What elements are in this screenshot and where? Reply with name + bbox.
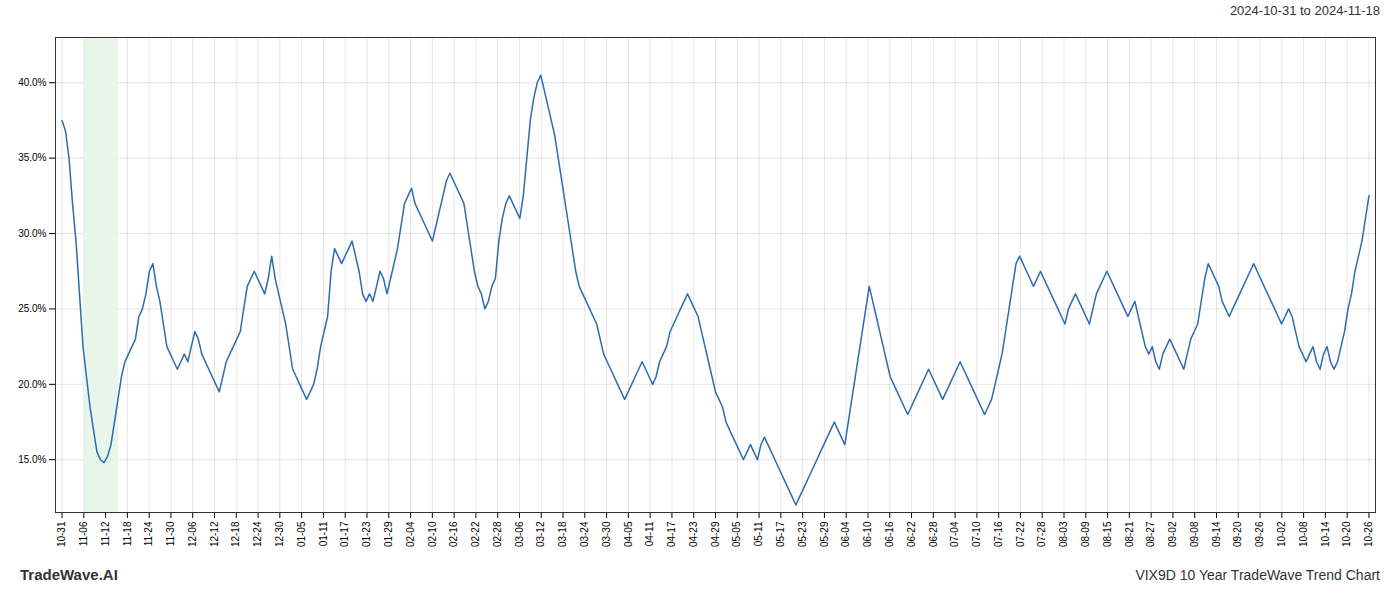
svg-text:02-16: 02-16 xyxy=(448,521,459,547)
svg-text:03-06: 03-06 xyxy=(514,521,525,547)
svg-text:05-11: 05-11 xyxy=(753,521,764,546)
svg-text:05-29: 05-29 xyxy=(819,521,830,547)
svg-text:30.0%: 30.0% xyxy=(18,228,46,239)
svg-text:06-28: 06-28 xyxy=(928,521,939,547)
svg-text:12-06: 12-06 xyxy=(187,521,198,547)
svg-text:07-22: 07-22 xyxy=(1015,521,1026,547)
svg-text:05-05: 05-05 xyxy=(731,521,742,547)
svg-text:08-09: 08-09 xyxy=(1080,521,1091,547)
svg-text:09-02: 09-02 xyxy=(1167,521,1178,547)
svg-text:06-22: 06-22 xyxy=(906,521,917,547)
svg-text:06-04: 06-04 xyxy=(840,521,851,547)
svg-text:12-18: 12-18 xyxy=(230,521,241,547)
svg-text:04-29: 04-29 xyxy=(710,521,721,547)
svg-text:02-22: 02-22 xyxy=(470,521,481,547)
svg-text:05-17: 05-17 xyxy=(775,521,786,547)
svg-text:07-16: 07-16 xyxy=(993,521,1004,547)
svg-text:11-18: 11-18 xyxy=(122,521,133,546)
svg-text:07-10: 07-10 xyxy=(971,521,982,547)
svg-text:03-24: 03-24 xyxy=(579,521,590,547)
svg-text:10-26: 10-26 xyxy=(1363,521,1374,547)
svg-text:10-20: 10-20 xyxy=(1341,521,1352,547)
svg-text:03-30: 03-30 xyxy=(601,521,612,547)
svg-text:40.0%: 40.0% xyxy=(18,77,46,88)
svg-text:07-04: 07-04 xyxy=(949,521,960,547)
svg-text:02-28: 02-28 xyxy=(492,521,503,547)
svg-text:07-28: 07-28 xyxy=(1036,521,1047,547)
svg-text:04-23: 04-23 xyxy=(688,521,699,547)
svg-text:03-18: 03-18 xyxy=(557,521,568,547)
svg-text:04-17: 04-17 xyxy=(666,521,677,547)
svg-text:15.0%: 15.0% xyxy=(18,454,46,465)
svg-text:12-30: 12-30 xyxy=(274,521,285,547)
svg-text:10-31: 10-31 xyxy=(56,521,67,547)
svg-text:10-02: 10-02 xyxy=(1276,521,1287,547)
svg-text:02-10: 02-10 xyxy=(427,521,438,547)
svg-text:08-27: 08-27 xyxy=(1145,521,1156,547)
svg-text:09-20: 09-20 xyxy=(1232,521,1243,547)
svg-text:08-03: 08-03 xyxy=(1058,521,1069,547)
svg-text:06-10: 06-10 xyxy=(862,521,873,547)
svg-text:09-08: 09-08 xyxy=(1189,521,1200,547)
svg-text:01-17: 01-17 xyxy=(339,521,350,547)
svg-text:05-23: 05-23 xyxy=(797,521,808,547)
svg-text:01-23: 01-23 xyxy=(361,521,372,547)
svg-text:01-05: 01-05 xyxy=(296,521,307,547)
html-text:TradeWave.AI: TradeWave.AI xyxy=(20,566,118,583)
svg-text:02-04: 02-04 xyxy=(405,521,416,547)
svg-text:11-06: 11-06 xyxy=(78,521,89,546)
svg-text:12-24: 12-24 xyxy=(252,521,263,547)
svg-text:10-08: 10-08 xyxy=(1298,521,1309,547)
svg-text:09-14: 09-14 xyxy=(1211,521,1222,547)
svg-text:04-05: 04-05 xyxy=(623,521,634,547)
svg-text:11-24: 11-24 xyxy=(143,521,154,546)
svg-text:11-12: 11-12 xyxy=(100,521,111,546)
svg-text:04-11: 04-11 xyxy=(644,521,655,546)
svg-text:20.0%: 20.0% xyxy=(18,379,46,390)
svg-text:01-11: 01-11 xyxy=(318,521,329,546)
html-text:2024-10-31 to 2024-11-18: 2024-10-31 to 2024-11-18 xyxy=(1229,3,1380,18)
svg-text:12-12: 12-12 xyxy=(209,521,220,547)
svg-text:08-21: 08-21 xyxy=(1124,521,1135,547)
svg-text:11-30: 11-30 xyxy=(165,521,176,546)
html-text:VIX9D 10 Year TradeWave Trend: VIX9D 10 Year TradeWave Trend Chart xyxy=(1135,567,1380,583)
svg-text:06-16: 06-16 xyxy=(884,521,895,547)
svg-text:03-12: 03-12 xyxy=(535,521,546,547)
svg-text:25.0%: 25.0% xyxy=(18,303,46,314)
svg-text:08-15: 08-15 xyxy=(1102,521,1113,547)
svg-text:10-14: 10-14 xyxy=(1320,521,1331,547)
svg-text:01-29: 01-29 xyxy=(383,521,394,547)
svg-text:35.0%: 35.0% xyxy=(18,152,46,163)
svg-text:09-26: 09-26 xyxy=(1254,521,1265,547)
